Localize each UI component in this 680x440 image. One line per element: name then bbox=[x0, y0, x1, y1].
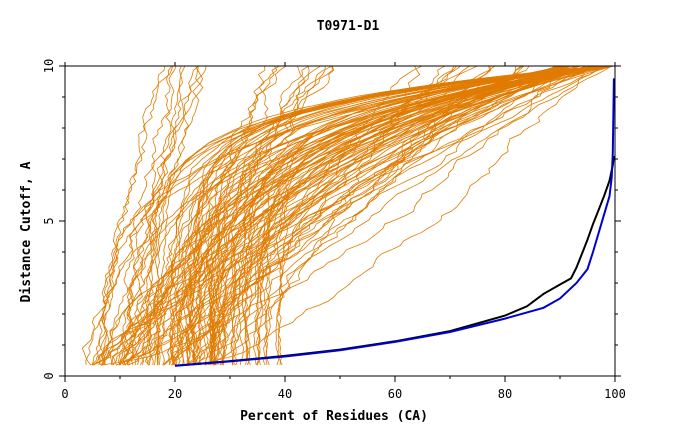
model-curve bbox=[195, 65, 603, 366]
highlight-curves bbox=[174, 78, 615, 367]
model-curve bbox=[245, 65, 604, 366]
model-curve bbox=[147, 65, 612, 366]
model-curve bbox=[172, 65, 575, 366]
model-curve bbox=[260, 65, 611, 366]
x-tick-label: 0 bbox=[61, 387, 68, 401]
y-tick-label: 0 bbox=[42, 372, 56, 379]
model-curve bbox=[276, 65, 614, 366]
x-axis-label: Percent of Residues (CA) bbox=[240, 409, 428, 424]
model-curve bbox=[127, 65, 204, 366]
model-curve bbox=[127, 65, 566, 366]
model-curve bbox=[241, 65, 603, 366]
model-curve bbox=[215, 65, 614, 366]
model-curve bbox=[91, 65, 165, 366]
model-curve bbox=[91, 65, 566, 366]
model-curve bbox=[127, 65, 563, 366]
model-curve bbox=[264, 65, 606, 366]
model-curve bbox=[211, 65, 610, 366]
y-tick-label: 5 bbox=[42, 217, 56, 224]
model-curve bbox=[237, 65, 601, 366]
model-curve bbox=[208, 65, 606, 366]
model-curve bbox=[230, 65, 572, 366]
model-curve bbox=[230, 65, 606, 366]
model-curve bbox=[219, 65, 614, 366]
highlight-curve-1 bbox=[174, 78, 615, 367]
model-curve bbox=[144, 65, 287, 366]
model-curve bbox=[207, 65, 606, 366]
model-curve bbox=[81, 65, 174, 366]
model-curve bbox=[191, 65, 608, 366]
model-curve bbox=[160, 65, 602, 366]
model-curve bbox=[134, 65, 610, 366]
model-curve bbox=[167, 65, 555, 366]
model-curve bbox=[275, 65, 607, 366]
model-curve bbox=[191, 65, 585, 366]
model-curve bbox=[181, 65, 581, 366]
model-curve bbox=[95, 65, 581, 366]
model-curve bbox=[209, 65, 612, 366]
model-curve bbox=[229, 65, 601, 366]
model-curve bbox=[219, 65, 611, 366]
model-curve bbox=[212, 65, 561, 366]
x-axis: 0 20 40 60 80 100 bbox=[61, 62, 626, 401]
model-curve bbox=[144, 65, 603, 366]
model-curve bbox=[208, 65, 614, 366]
model-curve bbox=[257, 65, 610, 366]
model-curve bbox=[241, 65, 610, 366]
y-axis-label: Distance Cutoff, A bbox=[19, 161, 34, 302]
x-tick-label: 100 bbox=[604, 387, 626, 401]
chart-title: T0971-D1 bbox=[317, 19, 380, 34]
model-curve bbox=[199, 65, 522, 366]
model-curve bbox=[123, 65, 186, 366]
model-curve bbox=[102, 65, 592, 366]
model-curve bbox=[119, 65, 572, 366]
model-curve bbox=[193, 65, 568, 366]
x-tick-label: 20 bbox=[168, 387, 182, 401]
model-curve bbox=[152, 65, 606, 366]
x-tick-label: 80 bbox=[498, 387, 512, 401]
model-curve bbox=[182, 65, 606, 366]
model-curve bbox=[100, 65, 567, 366]
y-tick-label: 10 bbox=[42, 59, 56, 73]
model-curve bbox=[171, 65, 605, 366]
model-curve bbox=[139, 65, 614, 366]
model-curve bbox=[189, 65, 599, 366]
model-curve bbox=[170, 65, 591, 366]
background-curves bbox=[81, 65, 614, 366]
x-tick-label: 40 bbox=[278, 387, 292, 401]
y-axis: 0 5 10 bbox=[42, 59, 621, 380]
model-curve bbox=[253, 65, 605, 366]
x-tick-label: 60 bbox=[388, 387, 402, 401]
model-curve bbox=[213, 65, 599, 366]
model-curve bbox=[155, 65, 566, 366]
model-curve bbox=[186, 65, 565, 366]
model-curve bbox=[120, 65, 173, 366]
